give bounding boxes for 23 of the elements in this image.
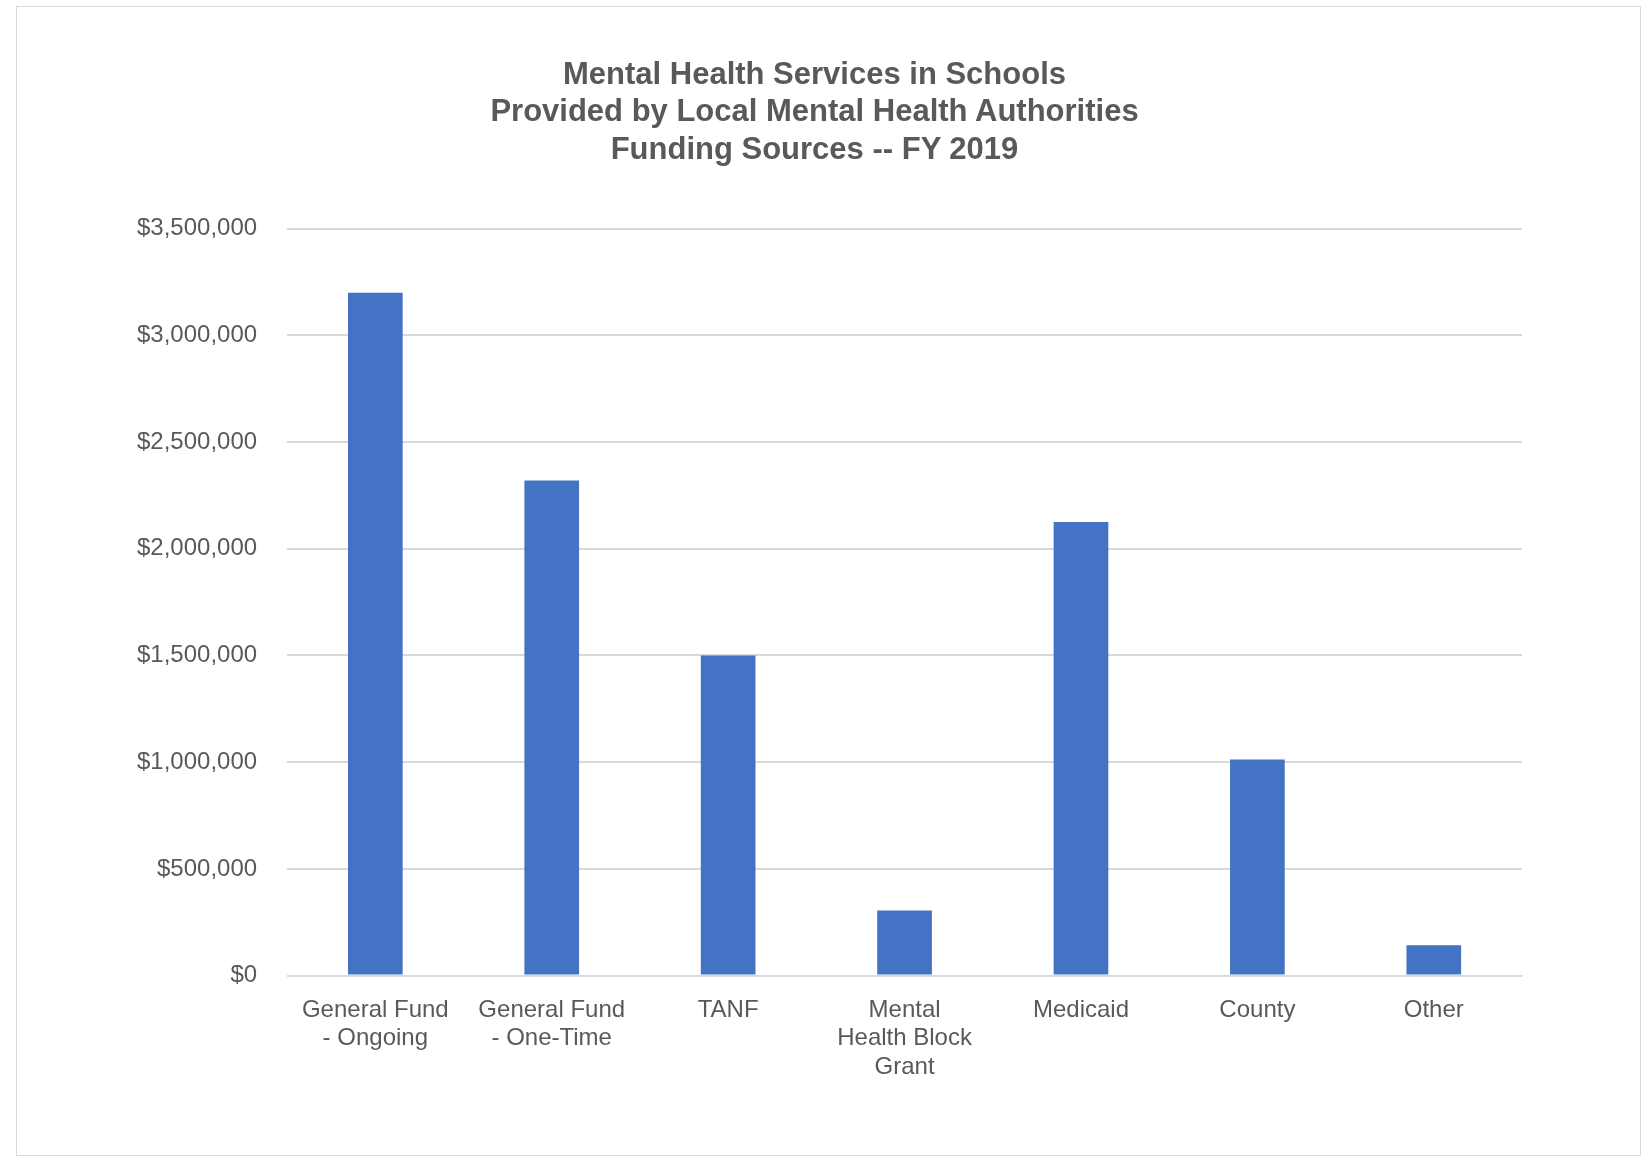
x-tick-label: Mental Health Block Grant — [837, 994, 973, 1080]
y-tick-label: $2,000,000 — [136, 533, 258, 561]
x-tick-label: TANF — [697, 994, 759, 1022]
bar — [1053, 522, 1109, 975]
x-tick-label: General Fund - One-Time — [478, 994, 626, 1051]
bar — [877, 910, 932, 975]
bar — [700, 655, 756, 975]
y-tick-label: $500,000 — [157, 853, 258, 881]
y-tick-label: $2,500,000 — [136, 426, 258, 454]
y-tick-label: $3,000,000 — [136, 319, 258, 347]
y-tick-label: $3,500,000 — [136, 213, 258, 241]
bar — [1406, 945, 1462, 975]
x-tick-label: General Fund - Ongoing — [301, 994, 449, 1051]
bar — [347, 292, 403, 975]
y-tick-label: $0 — [230, 960, 258, 988]
bar — [1230, 759, 1285, 975]
x-tick-label: Medicaid — [1032, 994, 1129, 1022]
x-tick-label: County — [1219, 994, 1296, 1022]
y-tick-label: $1,000,000 — [136, 746, 258, 774]
bar — [524, 480, 580, 975]
y-tick-label: $1,500,000 — [136, 640, 258, 668]
chart-title: Mental Health Services in Schools Provided by Local Mental Health Authorities Funding Sources -- FY 2019 — [490, 56, 1139, 166]
x-tick-label: Other — [1403, 994, 1464, 1022]
